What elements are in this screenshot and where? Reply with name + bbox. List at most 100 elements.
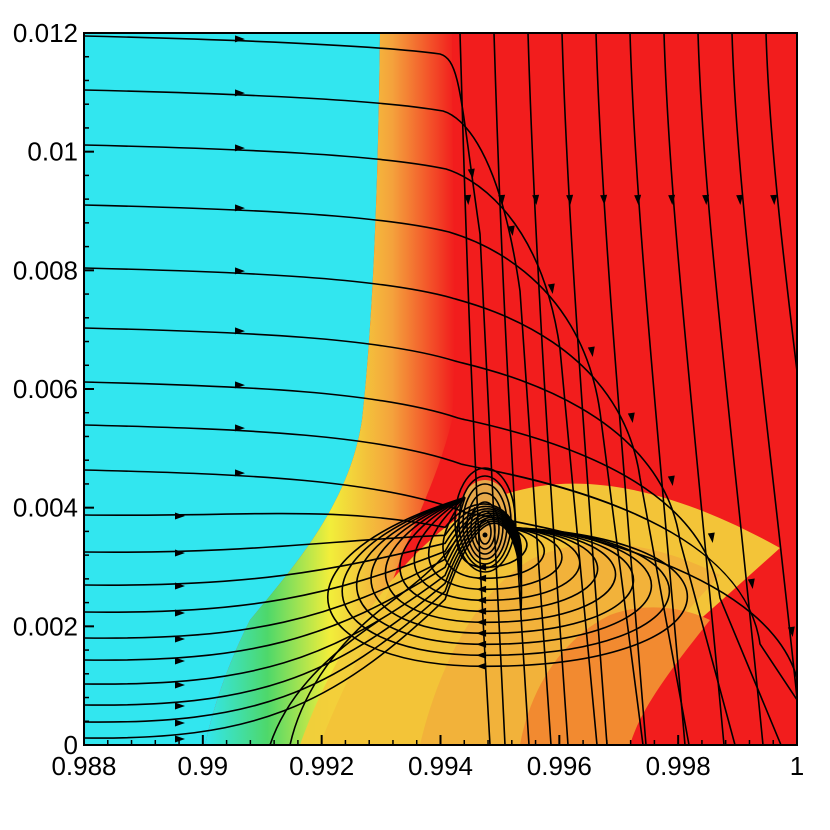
recirculation-vortex <box>454 467 516 573</box>
streamline <box>84 510 523 613</box>
streamline <box>629 33 686 745</box>
streamline <box>84 89 552 745</box>
streamline-arrow <box>234 424 245 432</box>
streamline-arrow <box>234 144 245 152</box>
streamline-arrow <box>234 204 245 212</box>
streamline-arrow <box>175 549 185 557</box>
streamline-arrow <box>476 574 487 582</box>
streamline-arrow <box>532 194 540 205</box>
streamline-arrow <box>476 651 487 659</box>
streamline-arrow <box>175 735 185 743</box>
streamline <box>84 144 598 745</box>
y-tick-label: 0.008 <box>13 255 78 285</box>
y-tick-label: 0.004 <box>13 493 78 523</box>
streamline <box>697 33 764 745</box>
y-tick-label: 0.01 <box>27 137 78 167</box>
streamline-arrow <box>464 194 472 205</box>
streamline-arrows <box>175 35 795 743</box>
vortex-ring <box>470 501 500 555</box>
streamline-arrow <box>787 626 795 637</box>
streamline-arrow <box>600 194 608 205</box>
streamline-arrow <box>702 194 710 205</box>
y-tick-label: 0.012 <box>13 18 78 48</box>
streamline-arrow <box>234 327 245 335</box>
streamline-arrow <box>667 475 675 486</box>
streamline-arrow <box>627 412 635 423</box>
streamline <box>527 33 569 745</box>
y-tick-label: 0.006 <box>13 374 78 404</box>
streamline <box>84 505 523 564</box>
vortex-ring <box>458 475 512 569</box>
streamline <box>269 619 381 745</box>
x-tick-label: 0.99 <box>178 751 229 781</box>
x-tick-label: 0.992 <box>289 751 354 781</box>
streamline <box>341 496 671 657</box>
streamline <box>84 35 506 745</box>
streamline <box>327 496 688 668</box>
streamline-arrow <box>507 225 515 236</box>
streamline <box>84 327 736 745</box>
streamline-arrow <box>498 194 506 205</box>
plot-area <box>84 33 797 745</box>
streamline-arrow <box>634 194 642 205</box>
streamline <box>663 33 725 745</box>
streamline <box>561 33 608 745</box>
vortex-ring <box>466 492 504 560</box>
streamline-arrow <box>736 194 744 205</box>
streamline-arrow <box>476 640 487 648</box>
streamline-arrow <box>707 532 715 543</box>
streamline-arrow <box>476 662 487 670</box>
streamline-arrow <box>476 629 487 637</box>
streamline <box>84 512 523 639</box>
streamline-arrow <box>175 582 185 590</box>
streamline-arrow <box>668 194 676 205</box>
streamline <box>384 496 617 624</box>
vortex-center <box>482 532 488 538</box>
streamline <box>84 267 690 745</box>
streamline-arrow <box>175 609 185 617</box>
streamline-arrow <box>476 596 487 604</box>
streamline <box>289 506 476 745</box>
streamline-arrow <box>547 283 555 294</box>
streamline-arrow <box>234 381 245 389</box>
vortex-ring <box>454 467 516 573</box>
streamline-arrow <box>175 635 185 643</box>
y-axis-tick-labels: 0 0.002 0.004 0.006 0.008 0.01 0.012 <box>13 18 78 760</box>
streamline-arrow <box>476 585 487 593</box>
streamline <box>459 33 491 745</box>
streamline-arrow <box>587 346 595 357</box>
streamline <box>595 33 647 745</box>
vortex-ring <box>478 519 492 545</box>
x-tick-label: 1 <box>790 751 804 781</box>
streamline-arrow <box>467 168 475 179</box>
streamline-arrow <box>175 702 185 710</box>
streamline <box>765 33 797 379</box>
streamline-arrow <box>476 607 487 615</box>
streamline <box>731 33 797 706</box>
streamline <box>84 204 644 745</box>
x-axis-tick-labels: 0.988 0.99 0.992 0.994 0.996 0.998 1 <box>51 751 804 781</box>
streamline-arrow <box>566 194 574 205</box>
streamline-arrow <box>175 719 185 727</box>
vortex-ring <box>474 510 496 550</box>
x-tick-label: 0.988 <box>51 751 116 781</box>
streamline-arrow <box>770 194 778 205</box>
streamline-arrow <box>234 35 245 43</box>
field-transition-band <box>205 33 455 745</box>
streamline-arrow <box>747 578 755 589</box>
streamline <box>84 508 523 586</box>
streamline-arrow <box>175 512 185 520</box>
x-tick-label: 0.996 <box>527 751 592 781</box>
streamline-arrow <box>476 618 487 626</box>
contour-field <box>84 33 797 745</box>
vortex-ring <box>462 483 508 565</box>
x-tick-label: 0.998 <box>646 751 711 781</box>
streamline <box>84 381 782 745</box>
field-cold-region <box>84 33 380 745</box>
field-warm-lobe-core <box>520 607 710 745</box>
streamline-arrow <box>234 89 245 97</box>
streamline-arrow <box>234 469 245 477</box>
x-tick-label: 0.994 <box>408 751 473 781</box>
streamline-arrow <box>234 267 245 275</box>
